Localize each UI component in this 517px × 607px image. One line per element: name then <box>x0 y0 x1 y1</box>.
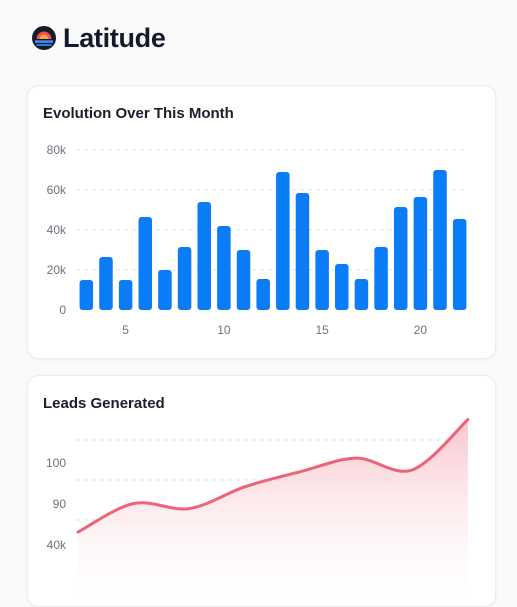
x-tick-label: 10 <box>217 323 231 337</box>
bar[interactable] <box>393 207 408 310</box>
bar[interactable] <box>354 279 369 310</box>
y-tick-label: 0 <box>59 303 66 317</box>
y-tick-label: 90 <box>53 497 67 511</box>
bar[interactable] <box>197 202 211 310</box>
bar[interactable] <box>158 270 172 310</box>
x-tick-label: 15 <box>315 323 329 337</box>
sunset-logo-icon <box>32 26 56 50</box>
bar[interactable] <box>374 247 388 310</box>
bar[interactable] <box>276 172 290 310</box>
y-tick-label: 40k <box>47 538 67 552</box>
y-tick-label: 80k <box>47 143 67 157</box>
y-tick-label: 60k <box>47 183 67 197</box>
card-title: Evolution Over This Month <box>43 105 234 122</box>
bar[interactable] <box>236 250 251 310</box>
bar[interactable] <box>138 217 153 310</box>
bar[interactable] <box>256 279 270 310</box>
bar[interactable] <box>118 280 133 310</box>
bar[interactable] <box>452 219 467 310</box>
evolution-card: Evolution Over This Month 0 20k 40k 60k 80k 5… <box>27 85 496 359</box>
leads-area-fill <box>78 419 468 606</box>
leads-area-chart: 100 90 40k <box>46 418 470 606</box>
bar[interactable] <box>433 170 447 310</box>
x-tick-label: 5 <box>122 323 129 337</box>
card-title: Leads Generated <box>43 395 165 412</box>
bar[interactable] <box>99 257 113 310</box>
bar[interactable] <box>217 226 231 310</box>
bar[interactable] <box>315 250 329 310</box>
brand[interactable]: Latitude <box>31 20 166 56</box>
bar[interactable] <box>335 264 349 310</box>
y-tick-label: 20k <box>47 263 67 277</box>
leads-card: Leads Generated 100 90 40k <box>27 375 496 607</box>
bar[interactable] <box>295 193 310 310</box>
evolution-bar-chart: 0 20k 40k 60k 80k 5 10 15 20 <box>47 143 468 337</box>
leads-line[interactable] <box>76 418 470 534</box>
brand-name: Latitude <box>63 22 166 53</box>
bar[interactable] <box>413 197 428 310</box>
y-tick-label: 100 <box>46 456 66 470</box>
y-tick-label: 40k <box>47 223 67 237</box>
bar[interactable] <box>177 247 192 310</box>
x-tick-label: 20 <box>414 323 428 337</box>
bar[interactable] <box>79 280 94 310</box>
